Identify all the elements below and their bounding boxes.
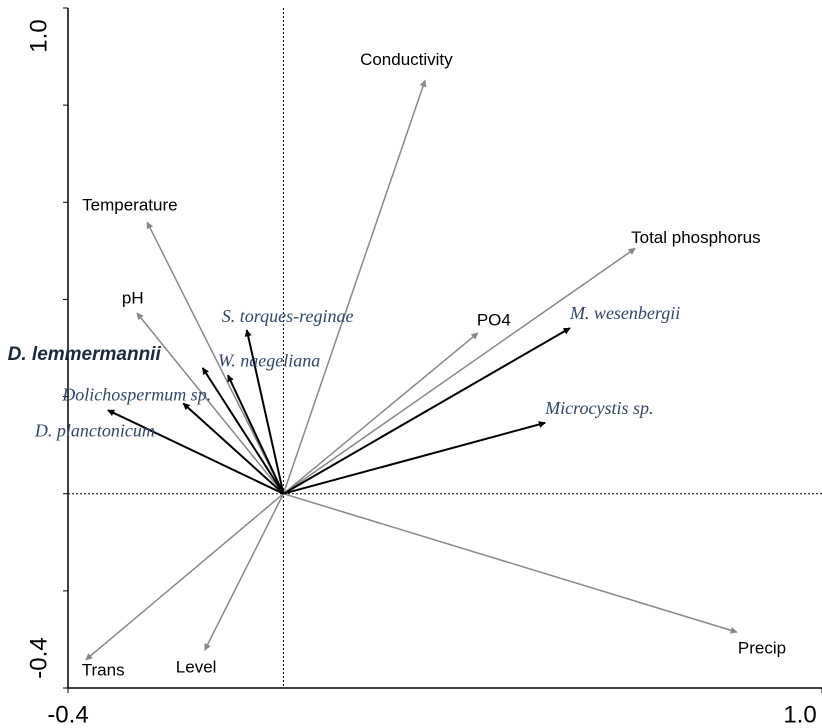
environmental-arrow (283, 492, 738, 634)
environmental-arrow (146, 221, 285, 495)
species-arrow (107, 409, 284, 495)
environmental-label: Precip (738, 639, 786, 658)
environmental-label: Conductivity (360, 50, 453, 69)
species-label: D. lemmermannii (8, 344, 162, 365)
x-tick-label: 1.0 (783, 701, 816, 728)
species-arrow (282, 327, 571, 495)
species-label: S. torques-reginae (222, 306, 354, 326)
x-tick-label: -0.4 (47, 701, 88, 728)
species-arrow (201, 367, 285, 495)
environmental-label: PO4 (477, 310, 511, 329)
environmental-arrow (85, 493, 284, 661)
environmental-arrow (282, 332, 479, 495)
species-label: D. planctonicum (34, 420, 155, 440)
environmental-arrow (282, 247, 636, 495)
y-tick-label: -0.4 (25, 637, 52, 678)
environmental-arrow (282, 79, 427, 494)
species-label: Microcystis sp. (544, 398, 653, 418)
species-label: W. naegeliana (218, 350, 320, 370)
environmental-label: Temperature (82, 196, 177, 215)
species-arrow (283, 421, 546, 495)
species-arrow (227, 374, 285, 495)
species-arrow (244, 329, 285, 494)
environmental-label: Level (176, 658, 217, 677)
species-label: Dolichospermum sp. (61, 384, 211, 404)
environmental-label: pH (122, 289, 144, 308)
environmental-label: Total phosphorus (631, 228, 760, 247)
species-label: M. wesenbergii (569, 303, 680, 323)
environmental-label: Trans (82, 660, 125, 679)
environmental-arrow (204, 493, 285, 651)
environmental-arrow (136, 312, 285, 495)
species-arrow (182, 402, 285, 495)
y-tick-label: 1.0 (25, 19, 52, 52)
